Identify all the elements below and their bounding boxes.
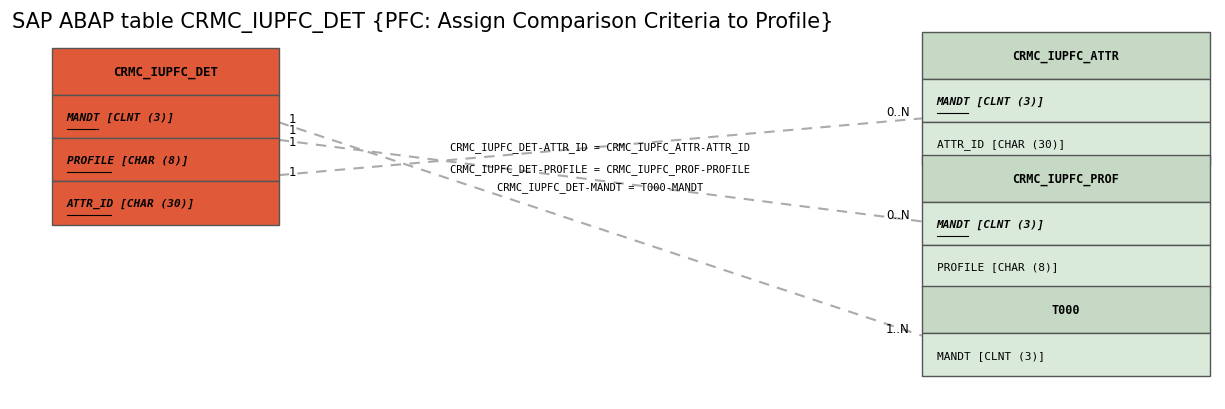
FancyBboxPatch shape bbox=[53, 49, 279, 96]
FancyBboxPatch shape bbox=[921, 245, 1210, 288]
Text: 0..N: 0..N bbox=[886, 105, 909, 118]
Text: ATTR_ID [CHAR (30)]: ATTR_ID [CHAR (30)] bbox=[936, 139, 1065, 150]
Text: PROFILE [CHAR (8)]: PROFILE [CHAR (8)] bbox=[67, 155, 189, 166]
Text: PROFILE [CHAR (8)]: PROFILE [CHAR (8)] bbox=[936, 262, 1058, 272]
Text: 1: 1 bbox=[289, 124, 296, 137]
FancyBboxPatch shape bbox=[921, 33, 1210, 80]
Text: CRMC_IUPFC_PROF: CRMC_IUPFC_PROF bbox=[1012, 173, 1120, 185]
Text: ATTR_ID [CHAR (30)]: ATTR_ID [CHAR (30)] bbox=[67, 198, 195, 209]
Text: 1: 1 bbox=[289, 136, 296, 149]
Text: 1: 1 bbox=[289, 165, 296, 178]
Text: MANDT [CLNT (3)]: MANDT [CLNT (3)] bbox=[936, 96, 1045, 106]
FancyBboxPatch shape bbox=[921, 123, 1210, 166]
Text: SAP ABAP table CRMC_IUPFC_DET {PFC: Assign Comparison Criteria to Profile}: SAP ABAP table CRMC_IUPFC_DET {PFC: Assi… bbox=[12, 12, 834, 33]
Text: CRMC_IUPFC_DET-MANDT = T000-MANDT: CRMC_IUPFC_DET-MANDT = T000-MANDT bbox=[497, 182, 703, 193]
FancyBboxPatch shape bbox=[53, 139, 279, 182]
FancyBboxPatch shape bbox=[921, 286, 1210, 333]
Text: T000: T000 bbox=[1051, 303, 1080, 316]
Text: MANDT [CLNT (3)]: MANDT [CLNT (3)] bbox=[936, 350, 1045, 360]
FancyBboxPatch shape bbox=[921, 333, 1210, 376]
FancyBboxPatch shape bbox=[53, 182, 279, 225]
Text: 1..N: 1..N bbox=[886, 322, 909, 335]
Text: CRMC_IUPFC_ATTR: CRMC_IUPFC_ATTR bbox=[1012, 50, 1120, 63]
Text: 0..N: 0..N bbox=[886, 208, 909, 221]
Text: CRMC_IUPFC_DET: CRMC_IUPFC_DET bbox=[113, 66, 218, 79]
Text: CRMC_IUPFC_DET-ATTR_ID = CRMC_IUPFC_ATTR-ATTR_ID: CRMC_IUPFC_DET-ATTR_ID = CRMC_IUPFC_ATTR… bbox=[451, 142, 750, 153]
Text: MANDT [CLNT (3)]: MANDT [CLNT (3)] bbox=[936, 219, 1045, 229]
FancyBboxPatch shape bbox=[921, 202, 1210, 245]
Text: CRMC_IUPFC_DET-PROFILE = CRMC_IUPFC_PROF-PROFILE: CRMC_IUPFC_DET-PROFILE = CRMC_IUPFC_PROF… bbox=[451, 164, 750, 174]
FancyBboxPatch shape bbox=[53, 96, 279, 139]
Text: 1: 1 bbox=[289, 112, 296, 125]
FancyBboxPatch shape bbox=[921, 80, 1210, 123]
FancyBboxPatch shape bbox=[921, 155, 1210, 202]
Text: MANDT [CLNT (3)]: MANDT [CLNT (3)] bbox=[67, 112, 175, 123]
